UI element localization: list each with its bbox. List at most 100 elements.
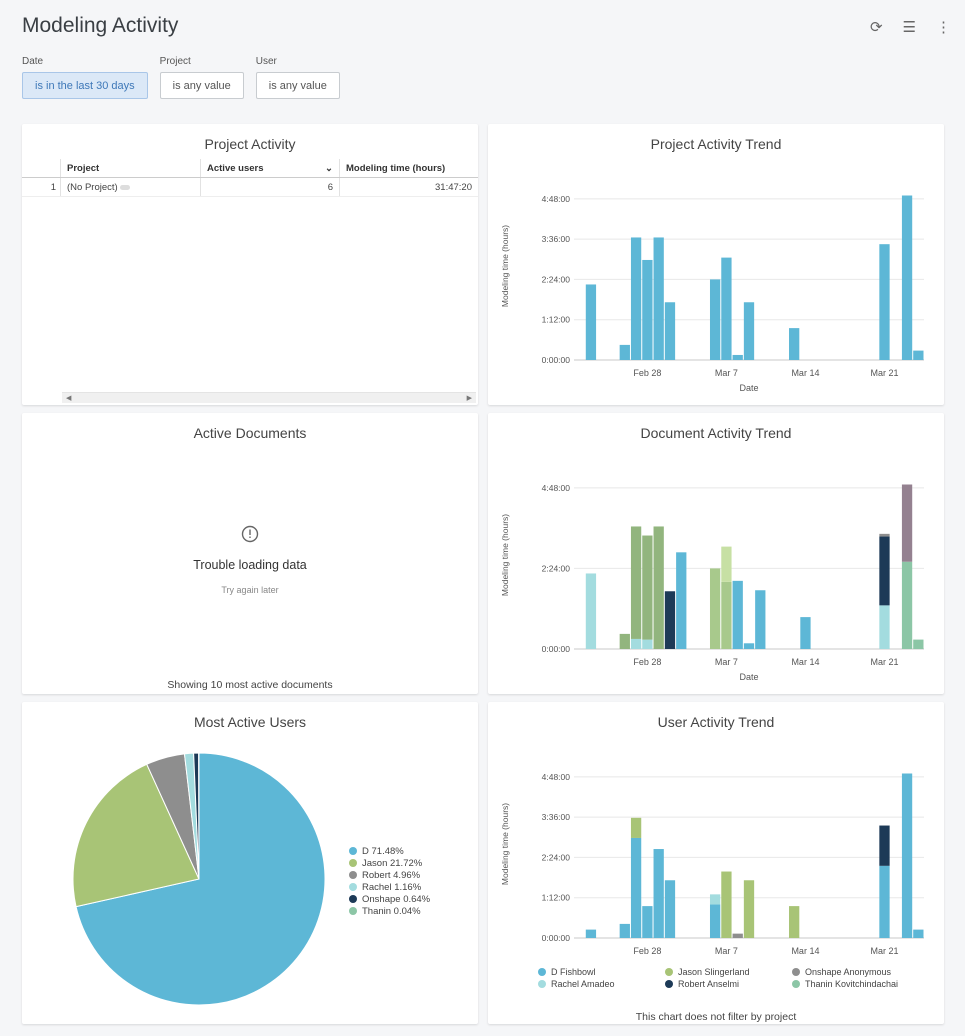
bar[interactable]: [585, 284, 597, 360]
bar[interactable]: [901, 484, 913, 562]
pie-slice[interactable]: [75, 752, 326, 1006]
legend-item[interactable]: D 71.48%: [349, 845, 430, 857]
bar[interactable]: [709, 904, 721, 938]
pie-legend: D 71.48% Jason 21.72% Robert 4.96% Rachel 1…: [349, 845, 430, 917]
bar[interactable]: [800, 617, 811, 649]
bar[interactable]: [664, 880, 676, 938]
bar[interactable]: [653, 849, 664, 938]
legend-item[interactable]: Thanin Kovitchindachai: [792, 979, 919, 989]
bar[interactable]: [879, 533, 890, 537]
legend-item[interactable]: Thanin 0.04%: [349, 905, 430, 917]
bar[interactable]: [630, 837, 642, 938]
bar[interactable]: [879, 536, 890, 606]
bar[interactable]: [743, 302, 755, 360]
table-row[interactable]: 1 (No Project) 6 31:47:20: [22, 178, 478, 197]
bar[interactable]: [879, 605, 890, 649]
bar[interactable]: [642, 906, 653, 938]
filter-icon[interactable]: ☰: [902, 19, 916, 36]
bar[interactable]: [664, 591, 676, 649]
row-active-users: 6: [200, 178, 339, 196]
bar[interactable]: [901, 773, 913, 939]
bar[interactable]: [709, 279, 721, 360]
legend-item[interactable]: Robert Anselmi: [665, 979, 792, 989]
bar[interactable]: [743, 643, 755, 649]
bar[interactable]: [653, 526, 664, 649]
x-tick-label: Mar 21: [870, 368, 898, 378]
legend-item[interactable]: Onshape Anonymous: [792, 967, 919, 977]
legend-label: Robert 4.96%: [362, 869, 421, 881]
bar[interactable]: [721, 581, 732, 649]
legend-item[interactable]: Jason 21.72%: [349, 857, 430, 869]
bar[interactable]: [732, 580, 743, 649]
filter-project-button[interactable]: is any value: [159, 72, 244, 99]
bar[interactable]: [913, 350, 924, 360]
bar[interactable]: [901, 195, 913, 361]
horizontal-scrollbar[interactable]: ◀ ▶: [62, 392, 476, 403]
bar[interactable]: [619, 344, 630, 360]
pie-slice[interactable]: [72, 763, 200, 908]
column-modeling-time[interactable]: Modeling time (hours): [339, 159, 478, 177]
bar[interactable]: [642, 639, 653, 649]
bar[interactable]: [879, 244, 890, 360]
y-tick-label: 2:24:00: [542, 274, 571, 284]
bar[interactable]: [653, 237, 664, 360]
x-tick-label: Mar 14: [791, 946, 819, 956]
bar[interactable]: [676, 552, 687, 649]
y-axis-label: Modeling time (hours): [500, 803, 510, 885]
bar[interactable]: [619, 923, 630, 938]
bar[interactable]: [721, 546, 732, 582]
scroll-left-icon[interactable]: ◀: [66, 395, 72, 402]
bar[interactable]: [642, 535, 653, 640]
bar[interactable]: [709, 894, 721, 905]
bar[interactable]: [743, 880, 755, 938]
bar[interactable]: [585, 929, 597, 938]
x-axis-label: Date: [739, 672, 758, 682]
x-tick-label: Feb 28: [633, 368, 661, 378]
more-vert-icon[interactable]: ⋮: [936, 19, 951, 36]
bar[interactable]: [630, 817, 642, 838]
legend-item[interactable]: Jason Slingerland: [665, 967, 792, 977]
bar[interactable]: [732, 354, 743, 360]
bar[interactable]: [630, 526, 642, 639]
legend-label: Thanin Kovitchindachai: [805, 979, 899, 989]
legend-item[interactable]: Robert 4.96%: [349, 869, 430, 881]
legend-item[interactable]: D Fishbowl: [538, 967, 665, 977]
legend-item[interactable]: Rachel 1.16%: [349, 881, 430, 893]
legend-item[interactable]: Onshape 0.64%: [349, 893, 430, 905]
y-axis-label: Modeling time (hours): [500, 514, 510, 596]
scroll-right-icon[interactable]: ▶: [466, 395, 472, 402]
project-activity-card: Project Activity Project Active users ⌄ …: [22, 124, 478, 405]
bar[interactable]: [709, 568, 721, 649]
refresh-icon[interactable]: ⟳: [869, 19, 883, 36]
active-documents-title: Active Documents: [193, 425, 307, 441]
column-active-users[interactable]: Active users ⌄: [200, 159, 339, 177]
bar[interactable]: [913, 929, 924, 938]
more-icon[interactable]: [119, 184, 130, 190]
bar[interactable]: [630, 237, 642, 360]
bar[interactable]: [789, 906, 800, 938]
column-project[interactable]: Project: [60, 159, 200, 177]
bar[interactable]: [664, 302, 676, 360]
bar[interactable]: [913, 639, 924, 649]
bar[interactable]: [619, 633, 630, 649]
bar[interactable]: [721, 871, 732, 938]
bar[interactable]: [732, 933, 743, 938]
most-active-users-pie: [72, 752, 326, 1006]
bar[interactable]: [585, 573, 597, 649]
filter-date-button[interactable]: is in the last 30 days: [22, 72, 148, 99]
bar[interactable]: [755, 590, 766, 649]
bar[interactable]: [789, 328, 800, 360]
filter-user-button[interactable]: is any value: [255, 72, 340, 99]
legend-dot-icon: [349, 907, 357, 915]
bar[interactable]: [642, 259, 653, 360]
sort-chevron-icon: ⌄: [325, 162, 333, 174]
bar[interactable]: [879, 865, 890, 938]
legend-dot-icon: [538, 980, 546, 988]
error-title: Trouble loading data: [193, 558, 307, 572]
bar[interactable]: [630, 638, 642, 649]
legend-item[interactable]: Rachel Amadeo: [538, 979, 665, 989]
bar[interactable]: [901, 561, 913, 649]
bar[interactable]: [879, 825, 890, 866]
bar[interactable]: [721, 257, 732, 360]
legend-dot-icon: [792, 968, 800, 976]
